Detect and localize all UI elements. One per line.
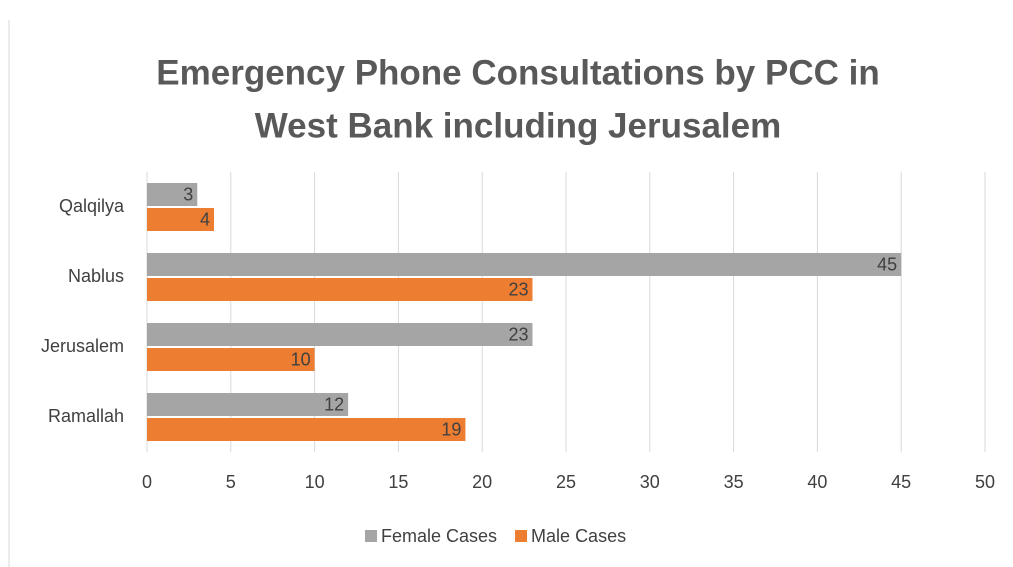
x-tick-label: 40 <box>807 472 827 492</box>
chart-title: Emergency Phone Consultations by PCC in <box>156 53 879 92</box>
legend-label: Male Cases <box>531 526 626 546</box>
bar <box>147 183 198 206</box>
x-tick-label: 5 <box>226 472 236 492</box>
y-tick-label: Jerusalem <box>41 336 124 356</box>
bar <box>147 418 466 441</box>
legend-swatch <box>515 530 528 542</box>
x-tick-label: 15 <box>388 472 408 492</box>
bar <box>147 253 902 276</box>
data-label: 4 <box>200 209 210 229</box>
x-tick-label: 0 <box>142 472 152 492</box>
y-tick-label: Qalqilya <box>59 196 125 216</box>
data-label: 3 <box>183 184 193 204</box>
x-tick-label: 30 <box>640 472 660 492</box>
data-label: 12 <box>324 394 344 414</box>
data-label: 23 <box>508 279 528 299</box>
x-tick-label: 10 <box>305 472 325 492</box>
bar <box>147 393 349 416</box>
data-label: 45 <box>877 254 897 274</box>
y-tick-label: Ramallah <box>48 406 124 426</box>
x-tick-label: 35 <box>724 472 744 492</box>
bar <box>147 278 533 301</box>
data-label: 19 <box>441 419 461 439</box>
x-tick-label: 25 <box>556 472 576 492</box>
x-tick-label: 20 <box>472 472 492 492</box>
bar <box>147 348 315 371</box>
chart-title: West Bank including Jerusalem <box>255 106 781 145</box>
data-label: 23 <box>508 324 528 344</box>
bar <box>147 208 215 231</box>
legend-label: Female Cases <box>381 526 497 546</box>
y-tick-label: Nablus <box>68 266 124 286</box>
bar <box>147 323 533 346</box>
data-label: 10 <box>291 349 311 369</box>
legend-swatch <box>365 530 377 542</box>
x-tick-label: 50 <box>975 472 995 492</box>
x-tick-label: 45 <box>891 472 911 492</box>
